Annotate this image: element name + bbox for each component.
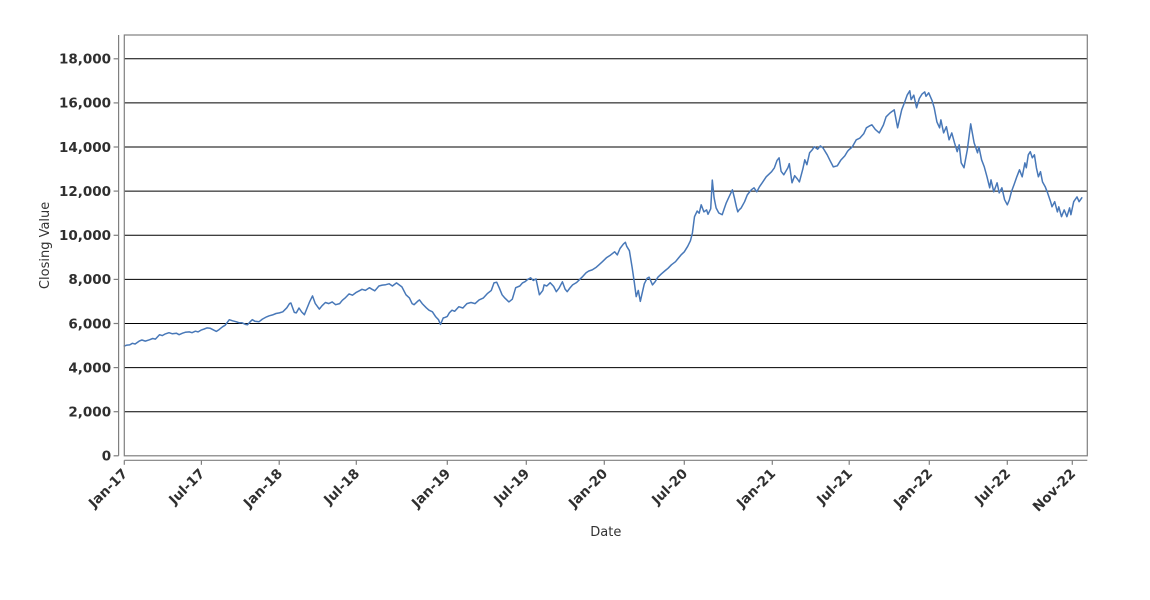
y-axis-title: Closing Value — [38, 202, 53, 289]
axis-lines — [117, 35, 1088, 461]
x-axis-ticks — [123, 460, 1073, 465]
x-axis-title: Date — [590, 525, 621, 540]
y-tick-label: 10,000 — [59, 228, 111, 244]
y-tick-label: 4,000 — [68, 360, 111, 376]
y-tick-label: 12,000 — [59, 184, 111, 200]
y-axis-ticks — [113, 58, 119, 457]
y-tick-label: 18,000 — [59, 52, 111, 68]
horizontal-gridlines — [124, 58, 1088, 413]
y-tick-label: 2,000 — [68, 405, 111, 421]
y-tick-label: 6,000 — [68, 316, 111, 332]
plot-border — [123, 34, 1088, 457]
y-tick-label: 16,000 — [59, 96, 111, 112]
plot-area — [124, 35, 1088, 456]
y-tick-label: 8,000 — [68, 272, 111, 288]
y-axis-tick-labels: 0 2,000 4,000 6,000 8,000 10,000 12,000 14,000 1… — [59, 52, 111, 465]
y-tick-label: 14,000 — [59, 140, 111, 156]
closing-value-line-series — [123, 90, 1083, 347]
y-tick-label: 0 — [102, 449, 111, 465]
